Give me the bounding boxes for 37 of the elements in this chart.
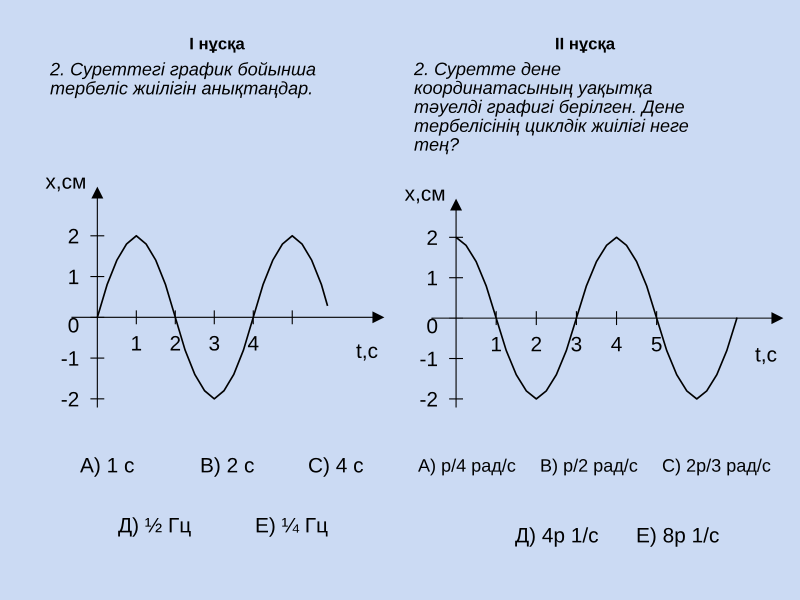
y-tick-label: 1	[428, 270, 437, 286]
chart-subtitle: 2. Суреттегі график бойынша тербеліс жиілігін анықтаңдар.	[50, 62, 316, 98]
y-tick-label: 2	[427, 230, 437, 245]
y-tick-label: -1	[420, 352, 437, 366]
x-axis-title: t,с	[356, 344, 378, 361]
text: С) 2p/3 рад/с	[662, 458, 770, 476]
x-tick-label: 1	[132, 336, 142, 350]
x-tick-label: 2	[532, 336, 542, 352]
x-tick-label: 4	[248, 336, 258, 350]
x-tick-label: 5	[652, 336, 662, 352]
y-tick-label: 0	[68, 318, 78, 333]
chart-subtitle: 2. Суретте дене координатасының уақытқа тәуелді графигі берілген. Дене тербелісінің циклдік жиілігі неге тең?	[414, 62, 688, 154]
y-tick-label: -1	[62, 351, 78, 366]
chart-title: II нұсқа	[556, 38, 616, 53]
x-tick-label: 2	[170, 336, 180, 350]
text: Д) ½ Гц	[118, 517, 191, 537]
x-tick-label: 3	[209, 336, 220, 351]
x-tick-label: 3	[571, 336, 582, 352]
text: Е) 8p 1/с	[638, 527, 719, 547]
text: Е) ¼ Гц	[256, 517, 328, 537]
text: С) 4 с	[309, 457, 364, 477]
y-tick-label: 0	[427, 318, 438, 334]
text: В) 2 с	[202, 457, 254, 477]
text: Д) 4p 1/с	[515, 527, 598, 547]
text: А) 1 с	[80, 457, 134, 477]
y-tick-label: 2	[68, 228, 78, 244]
y-axis-title: x,см	[404, 189, 444, 204]
text: А) p/4 рад/с	[418, 458, 516, 476]
y-axis-title: x,см	[46, 177, 85, 192]
x-axis-title: t,с	[755, 348, 776, 364]
y-tick-label: 1	[69, 270, 78, 284]
x-tick-label: 4	[611, 336, 622, 352]
chart-title: I нұсқа	[190, 38, 245, 53]
x-tick-label: 1	[492, 336, 501, 352]
text: В) p/2 рад/с	[541, 458, 638, 476]
y-tick-label: -2	[62, 392, 78, 406]
y-tick-label: -2	[420, 392, 437, 406]
